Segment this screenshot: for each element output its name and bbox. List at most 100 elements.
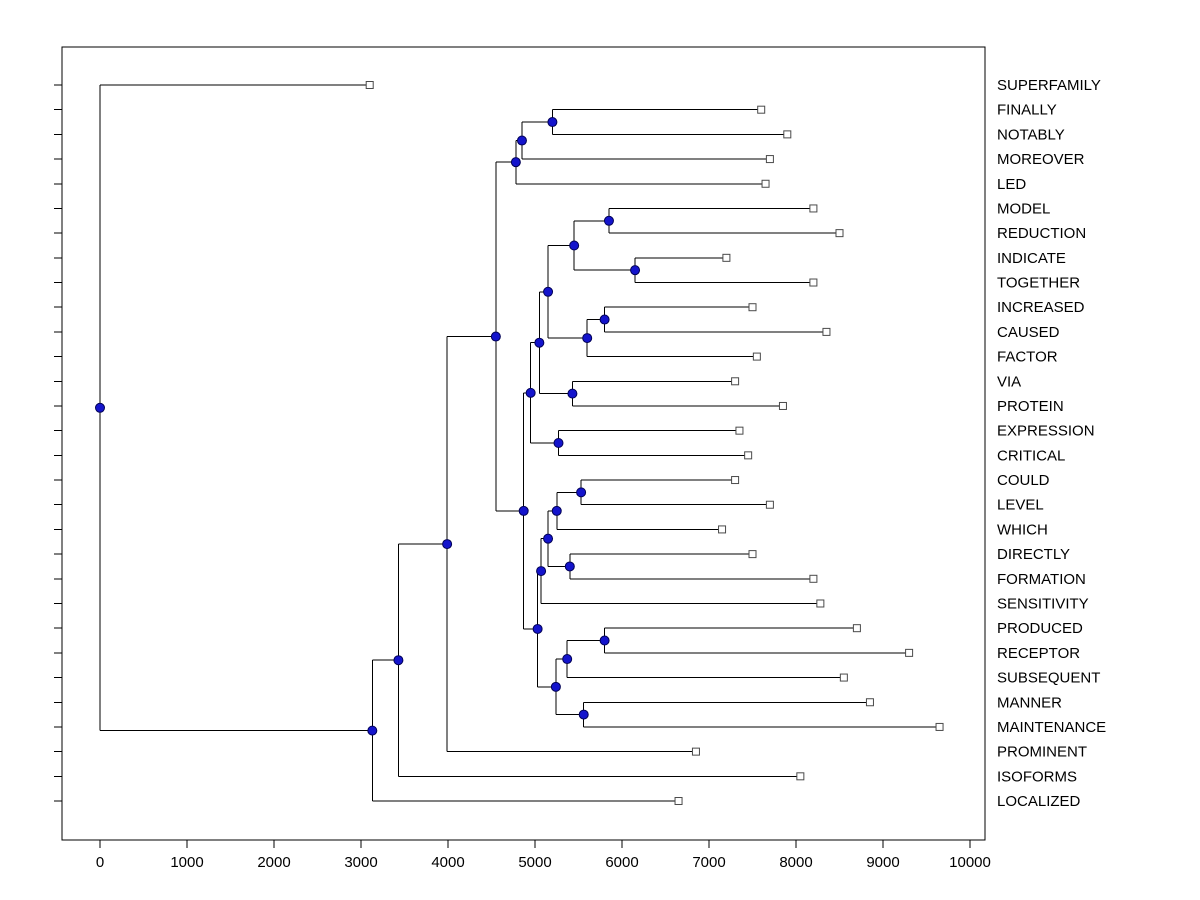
x-tick-label: 5000 [518, 854, 551, 871]
leaf-marker [674, 797, 683, 806]
node-marker [367, 725, 378, 736]
leaf-label: PROMINENT [997, 744, 1087, 761]
leaf-marker [796, 772, 805, 781]
node-marker [567, 388, 578, 399]
node-marker [551, 505, 562, 516]
leaf-label: SUPERFAMILY [997, 77, 1101, 94]
leaf-label: SENSITIVITY [997, 595, 1089, 612]
x-tick-label: 10000 [949, 854, 991, 871]
node-marker [599, 314, 610, 325]
leaf-label: NOTABLY [997, 126, 1065, 143]
node-marker [536, 566, 547, 577]
x-tick-label: 7000 [692, 854, 725, 871]
node-marker [630, 265, 641, 276]
node-marker [582, 333, 593, 344]
leaf-label: LEVEL [997, 497, 1044, 514]
x-tick-label: 4000 [431, 854, 464, 871]
leaf-marker [748, 550, 757, 559]
leaf-label: EXPRESSION [997, 423, 1095, 440]
leaf-marker [761, 179, 770, 188]
leaf-label: MOREOVER [997, 151, 1085, 168]
leaf-label: CAUSED [997, 324, 1060, 341]
leaf-marker [731, 476, 740, 485]
leaf-marker [744, 451, 753, 460]
leaf-label: MODEL [997, 200, 1050, 217]
leaf-label: WHICH [997, 521, 1048, 538]
x-tick-label: 8000 [779, 854, 812, 871]
leaf-marker [839, 673, 848, 682]
leaf-marker [748, 303, 757, 312]
node-marker [603, 215, 614, 226]
leaf-marker [809, 574, 818, 583]
node-marker [516, 135, 527, 146]
leaf-marker [935, 722, 944, 731]
node-marker [553, 438, 564, 449]
leaf-label: PRODUCED [997, 620, 1083, 637]
leaf-marker [905, 648, 914, 657]
leaf-label: PROTEIN [997, 398, 1064, 415]
leaf-label: COULD [997, 472, 1050, 489]
leaf-label: ISOFORMS [997, 768, 1077, 785]
node-marker [490, 331, 501, 342]
leaf-label: DIRECTLY [997, 546, 1070, 563]
x-tick-label: 1000 [170, 854, 203, 871]
node-marker [578, 709, 589, 720]
leaf-marker [822, 327, 831, 336]
leaf-marker [365, 81, 374, 89]
leaf-marker [865, 698, 874, 707]
leaf-label: INCREASED [997, 299, 1085, 316]
leaf-marker [816, 599, 825, 608]
leaf-label: LED [997, 176, 1026, 193]
node-marker [532, 623, 543, 634]
leaf-marker [852, 624, 861, 633]
node-marker [525, 387, 536, 398]
x-tick-label: 2000 [257, 854, 290, 871]
leaf-label: CRITICAL [997, 447, 1065, 464]
leaf-label: INDICATE [997, 250, 1066, 267]
leaf-marker [783, 130, 792, 139]
leaf-label: FORMATION [997, 571, 1086, 588]
leaf-marker [691, 747, 700, 756]
node-marker [534, 337, 545, 348]
x-tick-label: 6000 [605, 854, 638, 871]
leaf-marker [835, 229, 844, 238]
node-marker [518, 505, 529, 516]
leaf-marker [809, 278, 818, 287]
node-marker [564, 561, 575, 572]
leaf-label: MANNER [997, 694, 1062, 711]
plot-box [61, 46, 986, 841]
leaf-marker [722, 253, 731, 262]
node-marker [562, 654, 573, 665]
leaf-marker [809, 204, 818, 213]
x-tick-label: 0 [96, 854, 104, 871]
node-marker [543, 533, 554, 544]
leaf-label: VIA [997, 373, 1021, 390]
node-marker [510, 157, 521, 168]
leaf-label: MAINTENANCE [997, 719, 1106, 736]
leaf-label: SUBSEQUENT [997, 670, 1100, 687]
leaf-marker [765, 155, 774, 164]
x-tick-label: 3000 [344, 854, 377, 871]
leaf-marker [731, 377, 740, 386]
node-marker [95, 402, 105, 413]
node-marker [599, 635, 610, 646]
node-marker [393, 655, 404, 666]
node-marker [550, 681, 561, 692]
leaf-marker [778, 401, 787, 410]
leaf-marker [718, 525, 727, 534]
x-tick-label: 9000 [866, 854, 899, 871]
leaf-marker [752, 352, 761, 361]
leaf-label: LOCALIZED [997, 793, 1081, 810]
node-marker [547, 117, 558, 128]
leaf-label: FINALLY [997, 102, 1057, 119]
node-marker [569, 240, 580, 251]
leaf-marker [765, 500, 774, 509]
node-marker [576, 487, 587, 498]
leaf-label: FACTOR [997, 349, 1058, 366]
leaf-label: RECEPTOR [997, 645, 1080, 662]
leaf-label: TOGETHER [997, 275, 1080, 292]
leaf-marker [757, 105, 766, 114]
leaf-label: REDUCTION [997, 225, 1086, 242]
